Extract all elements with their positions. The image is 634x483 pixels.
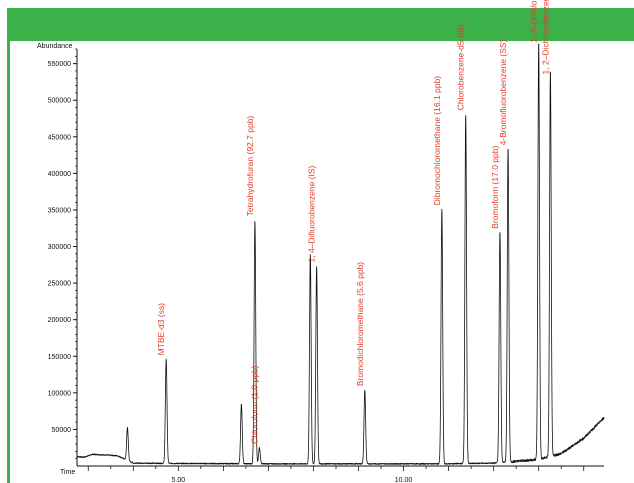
y-tick-label: 200000 (48, 317, 71, 324)
peak-label: Chlorobenzene-d5 (IS) (456, 24, 466, 110)
peak-label: 1, 4–Difluorobenzene (IS) (307, 165, 317, 262)
peak-label: MTBE-d3 (ss) (156, 303, 166, 356)
chromatogram-trace (76, 43, 605, 465)
peak-label: Bromodichloromethane (5.6 ppb) (355, 262, 365, 386)
frame-border (7, 41, 10, 483)
y-tick-label: 150000 (48, 354, 71, 361)
y-tick-label: 550000 (48, 61, 71, 68)
peak-label: Dibromochloromethane (16.1 ppb) (432, 76, 442, 206)
x-axis-title: Time (60, 469, 75, 476)
peak-label: Chloroform (1.0 ppb) (249, 365, 259, 444)
y-tick-label: 250000 (48, 281, 71, 288)
y-tick-label: 350000 (48, 207, 71, 214)
x-tick-label: 10.00 (395, 477, 413, 483)
peak-label: Bromoform (17.0 ppb) (490, 146, 500, 229)
y-tick-label: 50000 (52, 427, 72, 434)
peak-label: 4-Bromofluorobenzene (SS) (498, 39, 508, 145)
header-banner (7, 8, 634, 41)
peak-labels: MTBE-d3 (ss) Tetrahydrofuran (92.7 ppb) Ch… (156, 0, 550, 444)
y-axis-title: Abundance (37, 43, 73, 50)
y-axis: 50000 100000 150000 200000 250000 300000 35000… (48, 48, 78, 466)
y-tick-label: 400000 (48, 171, 71, 178)
y-tick-label: 450000 (48, 134, 71, 141)
x-tick-label: 5.00 (172, 477, 186, 483)
y-tick-label: 100000 (48, 390, 71, 397)
x-axis: 5.00 10.00 (77, 465, 604, 483)
peak-label: 1, 4–Dichlorobenzene-d4 (IS) (529, 0, 539, 43)
peak-label: 1, 2–Dichlorobenzene-d4 (SS) (540, 0, 550, 74)
peak-label: Tetrahydrofuran (92.7 ppb) (245, 116, 255, 217)
y-tick-label: 300000 (48, 244, 71, 251)
y-tick-label: 500000 (48, 98, 71, 105)
trace-group (76, 43, 605, 465)
